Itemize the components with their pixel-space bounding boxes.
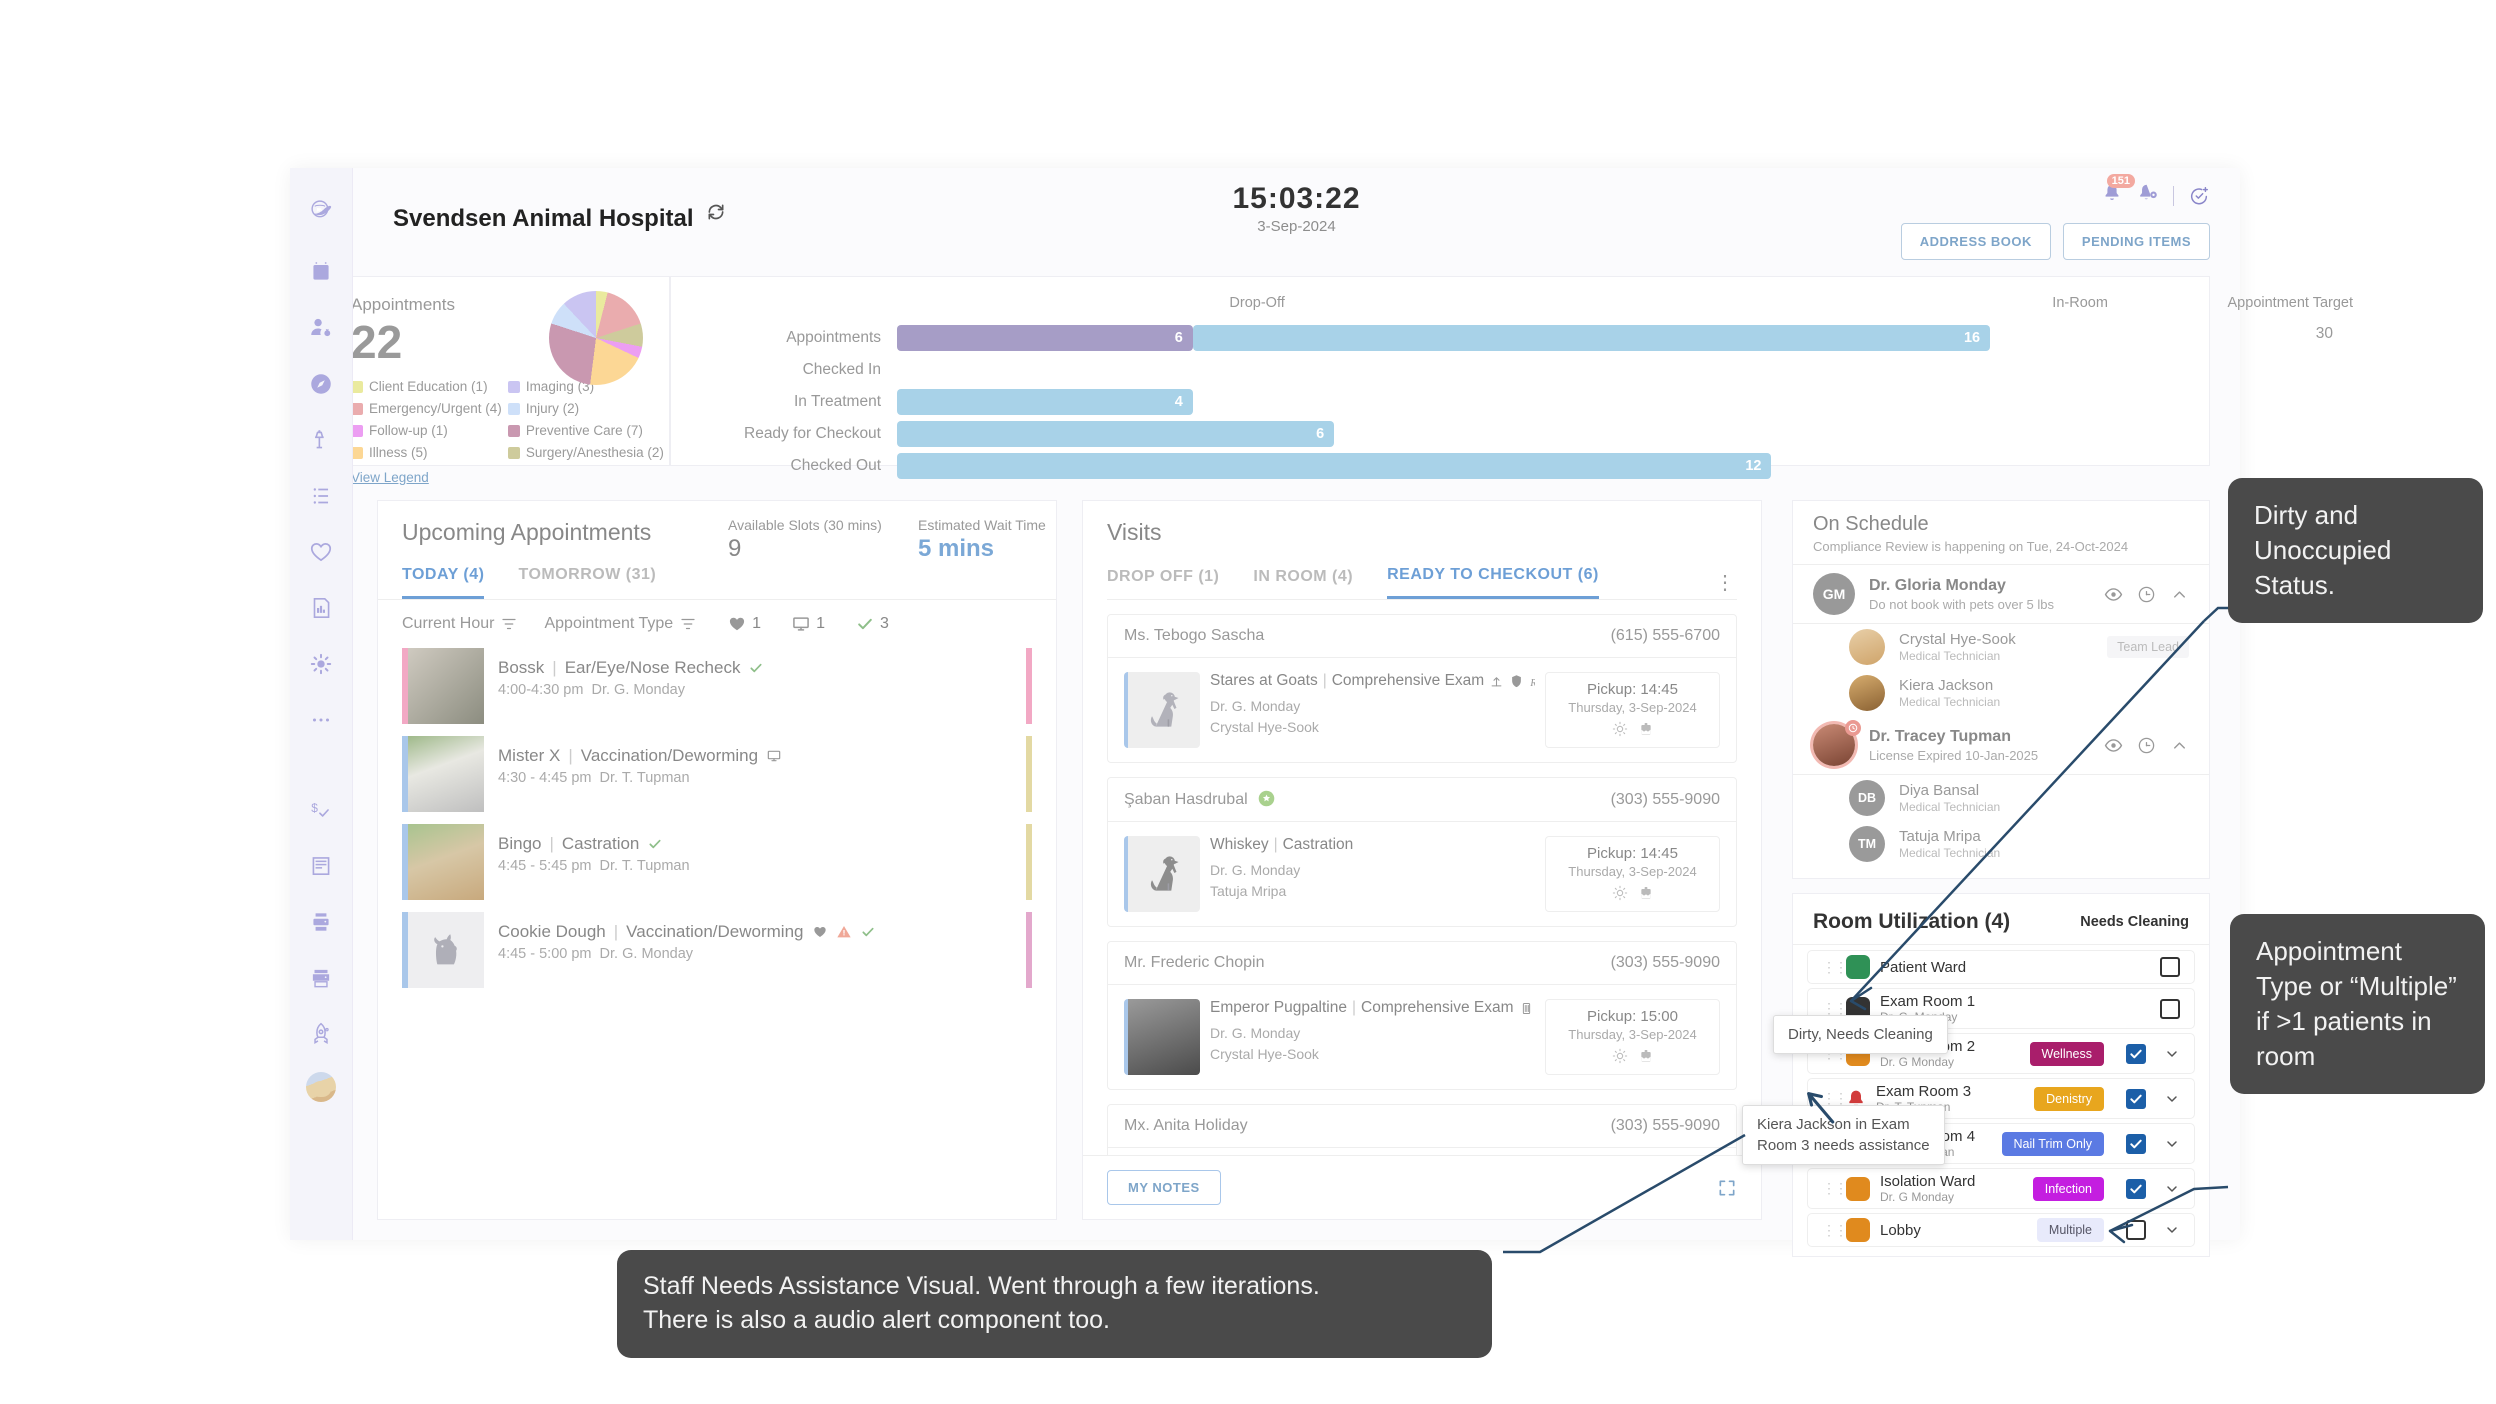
svg-text:Rx: Rx xyxy=(1529,677,1535,688)
svg-text:$: $ xyxy=(311,801,318,815)
